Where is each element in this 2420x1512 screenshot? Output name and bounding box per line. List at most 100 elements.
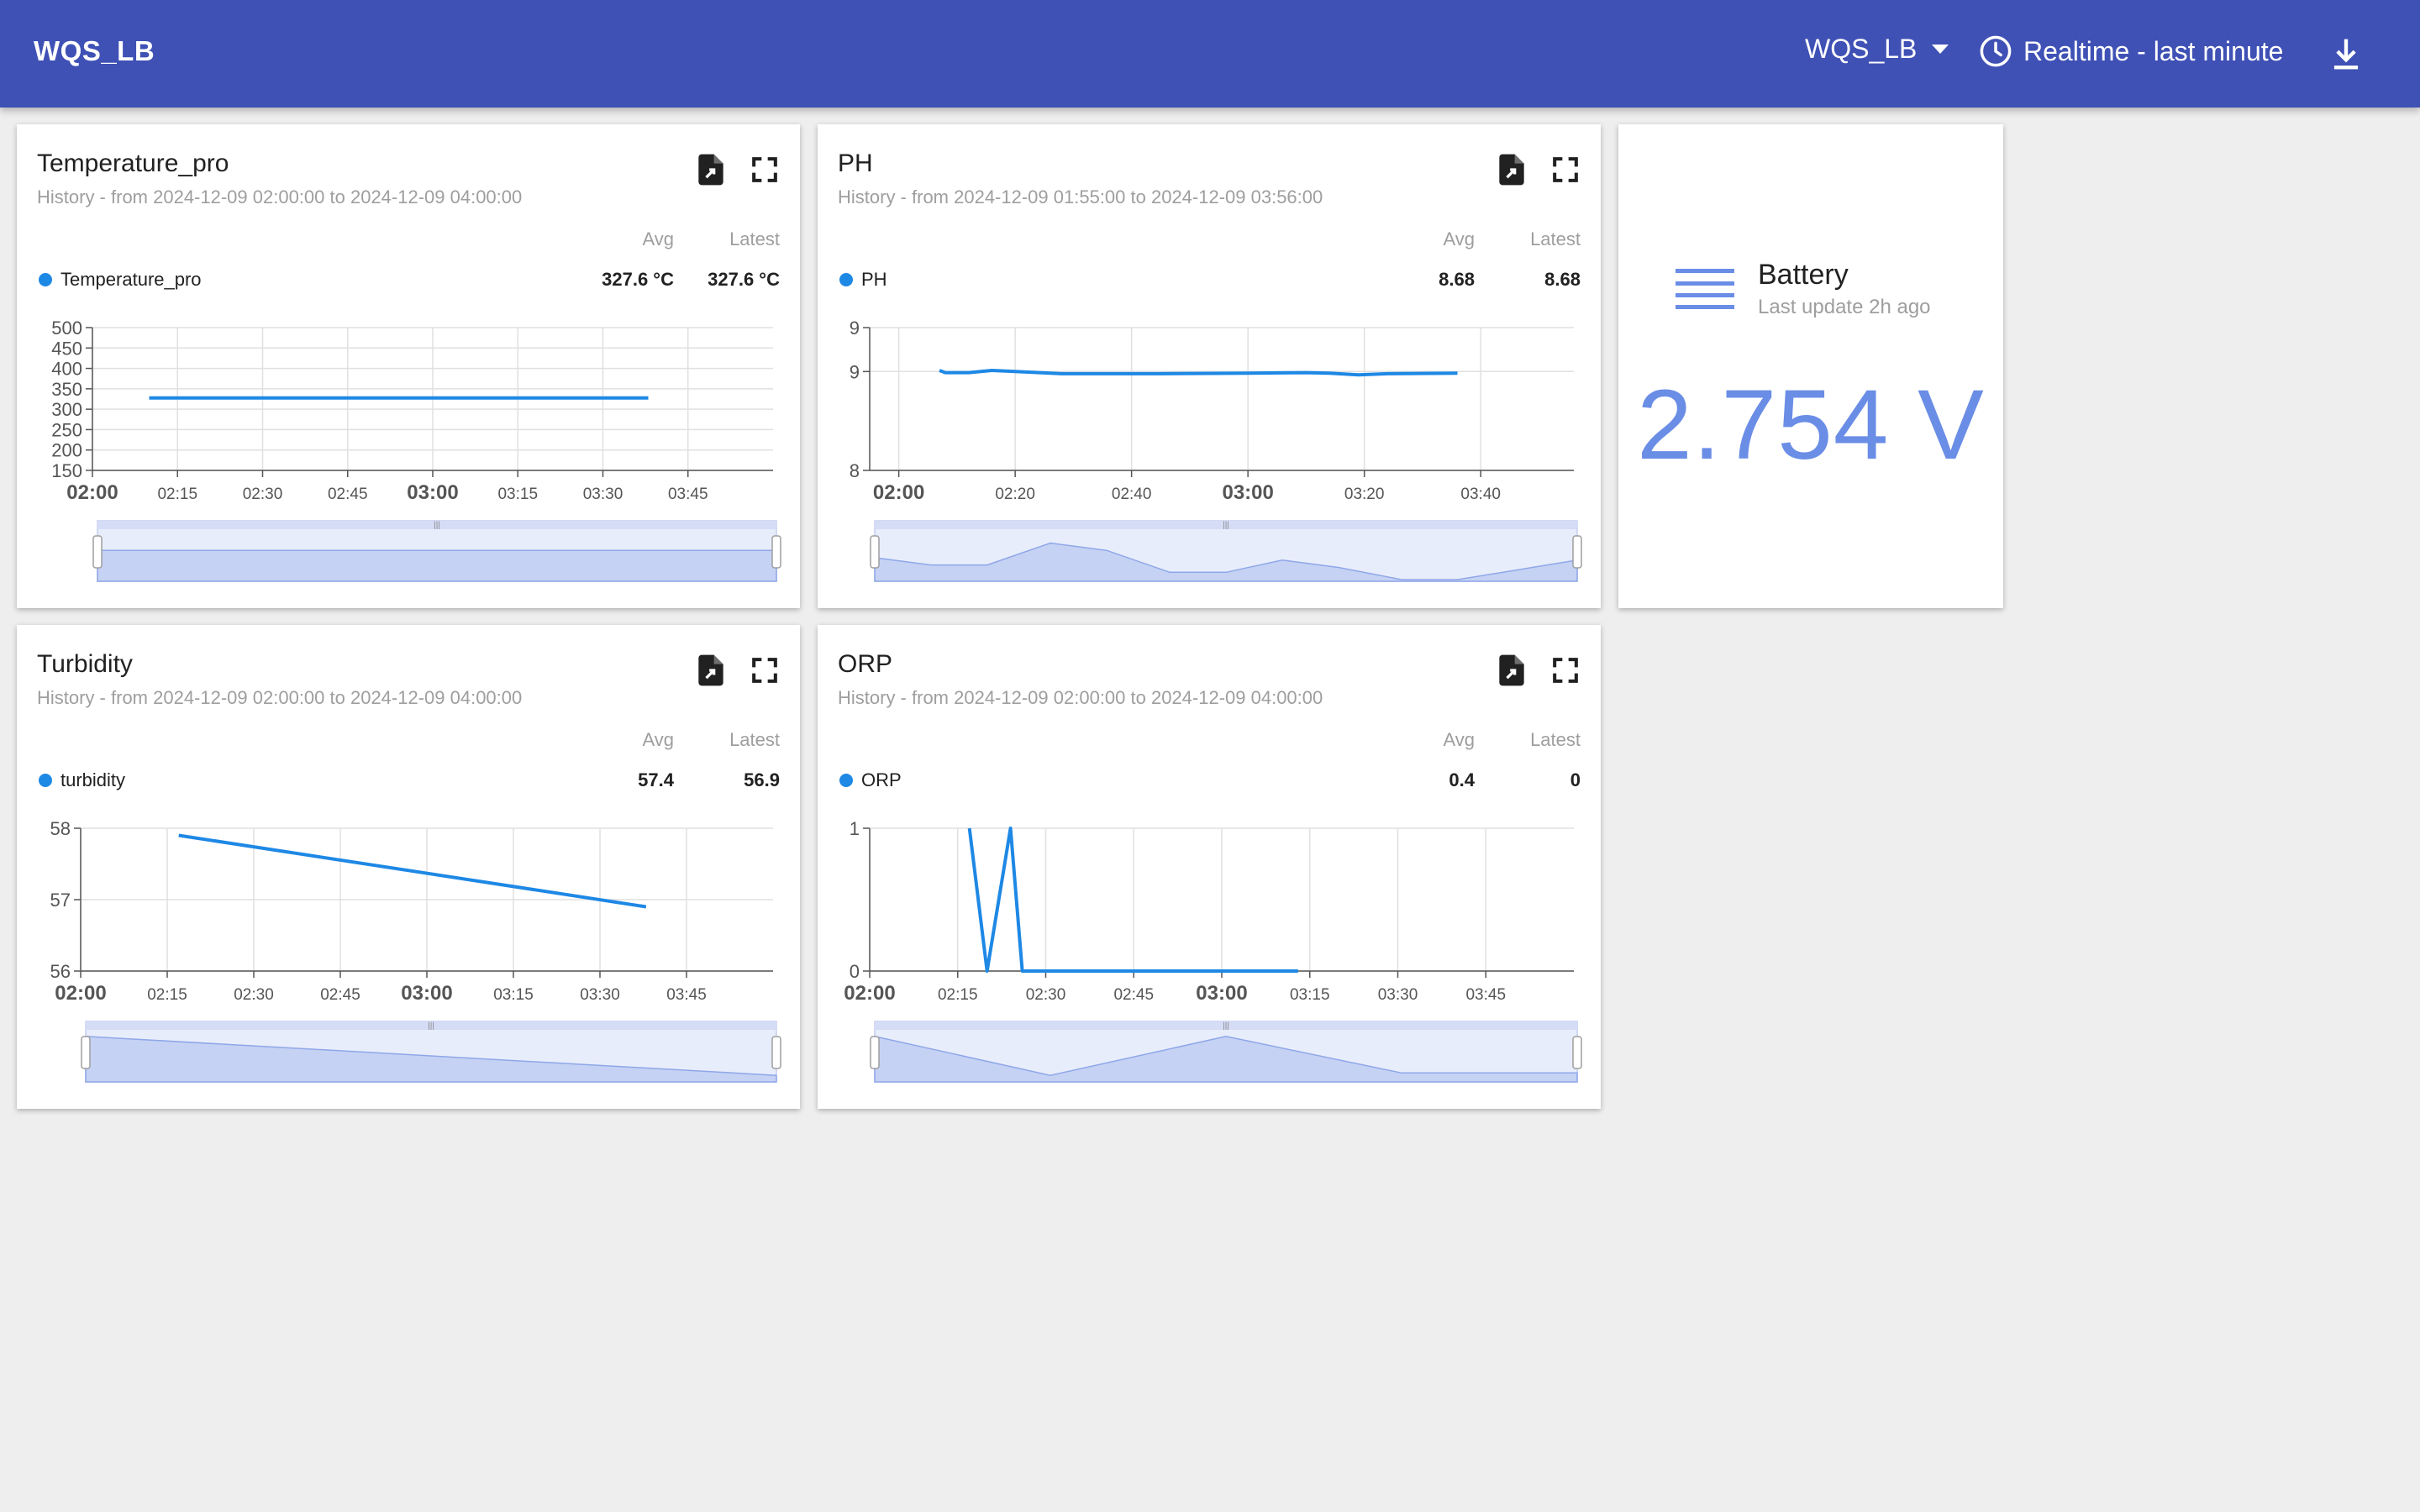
avg-column-header: Avg [1443,228,1475,249]
card-title: Turbidity [37,650,133,678]
legend-dot [39,273,52,286]
file-export-icon [698,154,723,186]
navigator-handle[interactable] [1572,1036,1582,1069]
temperature-card: Temperature_pro History - from 2024-12-0… [17,124,800,608]
y-tick-label: 58 [50,818,71,839]
y-tick-label: 400 [51,359,82,380]
navigator-handle[interactable] [870,535,880,569]
y-tick-label: 9 [850,361,860,382]
x-tick-label: 02:45 [328,486,368,503]
latest-column-header: Latest [729,729,780,750]
y-tick-label: 9 [850,318,860,339]
orp-chart[interactable]: 0 1 02:00 02:15 02:30 02:45 03:00 03:15 03:30 03:… [818,625,1601,1109]
navigator-grip-icon: ||| [1223,521,1229,530]
avg-value: 8.68 [1439,269,1475,290]
fullscreen-icon [752,658,777,683]
x-tick-label: 02:15 [147,986,187,1004]
y-tick-label: 300 [51,399,82,420]
y-tick-label: 350 [51,379,82,400]
navigator-area [97,549,777,582]
menu-lines-icon [1676,269,1734,309]
turbidity-chart[interactable]: 56 57 58 02:00 02:15 02:30 02:45 03:00 03:15 03:3… [17,625,800,1109]
x-tick-label: 02:15 [157,486,197,503]
card-subtitle: History - from 2024-12-09 01:55:00 to 20… [838,186,1323,207]
file-export-icon [1499,154,1524,186]
navigator-handle[interactable] [771,1036,781,1069]
file-export-icon [698,654,723,686]
legend-item[interactable]: Temperature_pro [39,269,202,291]
x-tick-label: 02:45 [320,986,360,1004]
y-tick-label: 450 [51,338,82,359]
x-tick-label: 03:15 [497,486,538,503]
navigator-handle[interactable] [81,1036,91,1069]
device-select[interactable]: WQS_LB [1805,34,1949,65]
latest-value: 8.68 [1544,269,1581,290]
x-tick-label: 03:30 [1378,986,1418,1004]
x-tick-label: 02:15 [938,986,978,1004]
card-title: Temperature_pro [37,150,229,177]
x-tick-label: 02:45 [1113,986,1154,1004]
navigator-grip-icon: ||| [428,1021,434,1031]
card-title: PH [838,150,873,177]
navigator-handle[interactable] [92,535,103,569]
legend-item[interactable]: ORP [839,769,902,791]
navigator-grip-icon: ||| [1223,1021,1229,1031]
avg-column-header: Avg [642,228,674,249]
export-file-button[interactable] [1493,652,1530,689]
x-tick-label: 03:00 [1222,481,1273,504]
navigator-handle[interactable] [771,535,781,569]
y-tick-label: 1 [850,818,860,839]
x-tick-label: 02:40 [1112,486,1152,503]
ph-chart[interactable]: 8 9 9 02:00 02:20 02:40 03:00 03:20 03:40 ||| [818,124,1601,608]
fullscreen-button[interactable] [746,652,783,689]
x-tick-label: 03:15 [493,986,534,1004]
legend-dot [39,774,52,787]
time-range-button[interactable]: Realtime - last minute [1978,34,2283,69]
navigator-handle[interactable] [1572,535,1582,569]
x-tick-label: 03:30 [583,486,623,503]
avg-column-header: Avg [642,729,674,750]
battery-label: Battery [1758,259,1849,291]
x-tick-label: 03:15 [1290,986,1330,1004]
x-tick-label: 03:00 [1196,982,1247,1005]
fullscreen-button[interactable] [1547,652,1584,689]
x-tick-label: 02:30 [243,486,283,503]
series-line [967,827,1298,973]
fullscreen-icon [1553,157,1578,182]
card-subtitle: History - from 2024-12-09 02:00:00 to 20… [838,687,1323,708]
y-tick-label: 150 [51,460,82,481]
avg-value: 0.4 [1449,769,1475,790]
x-tick-label: 03:00 [407,481,458,504]
legend-label: Temperature_pro [60,269,202,290]
navigator-top-bar [875,521,1577,529]
y-tick-label: 0 [850,961,860,982]
fullscreen-button[interactable] [746,151,783,188]
y-tick-label: 57 [50,890,71,911]
x-tick-label: 03:20 [1344,486,1385,503]
series-line [178,833,647,909]
export-file-button[interactable] [692,151,729,188]
x-tick-label: 02:30 [1026,986,1066,1004]
navigator-top-bar [875,1021,1577,1030]
export-file-button[interactable] [1493,151,1530,188]
x-tick-label: 03:40 [1460,486,1501,503]
navigator-handle[interactable] [870,1036,880,1069]
card-subtitle: History - from 2024-12-09 02:00:00 to 20… [37,186,523,207]
card-subtitle: History - from 2024-12-09 02:00:00 to 20… [37,687,523,708]
x-tick-label: 02:00 [873,481,924,504]
latest-column-header: Latest [1530,729,1581,750]
y-tick-label: 8 [850,460,860,481]
card-title: ORP [838,650,893,678]
app-title: WQS_LB [34,35,155,66]
legend-item[interactable]: turbidity [39,769,125,791]
fullscreen-button[interactable] [1547,151,1584,188]
battery-value: 2.754 V [1637,370,1985,480]
export-file-button[interactable] [692,652,729,689]
fullscreen-icon [752,157,777,182]
download-button[interactable] [2324,32,2368,76]
battery-last-update: Last update 2h ago [1758,296,1931,318]
latest-value: 0 [1570,769,1581,790]
legend-item[interactable]: PH [839,269,887,291]
avg-column-header: Avg [1443,729,1475,750]
